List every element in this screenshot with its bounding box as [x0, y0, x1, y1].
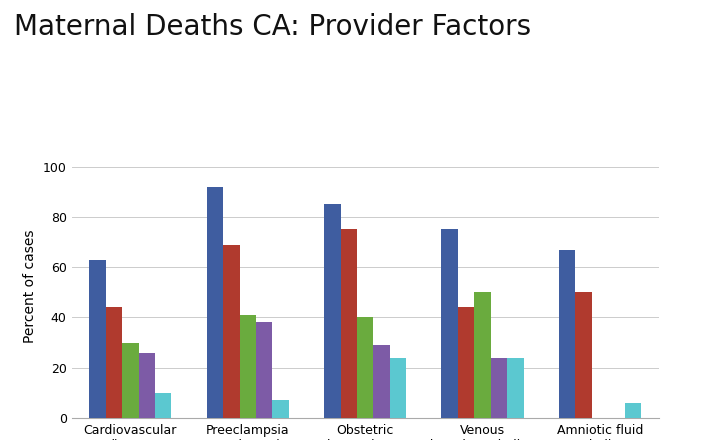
Bar [240, 315, 256, 418]
Bar [324, 204, 341, 418]
Bar [559, 249, 576, 418]
Bar [223, 245, 240, 418]
Bar [458, 308, 475, 418]
Bar [155, 393, 171, 418]
Bar [122, 343, 138, 418]
Bar [106, 308, 122, 418]
Bar [373, 345, 390, 418]
Bar [490, 358, 507, 418]
Y-axis label: Percent of cases: Percent of cases [24, 229, 37, 343]
Bar [90, 260, 106, 418]
Bar [357, 317, 373, 418]
Bar [442, 229, 458, 418]
Bar [576, 292, 592, 418]
Bar [256, 323, 272, 418]
Text: Maternal Deaths CA: Provider Factors: Maternal Deaths CA: Provider Factors [14, 13, 531, 41]
Bar [475, 292, 490, 418]
Bar [390, 358, 406, 418]
Bar [207, 187, 223, 418]
Bar [624, 403, 641, 418]
Bar [138, 352, 155, 418]
Bar [341, 229, 357, 418]
Bar [272, 400, 289, 418]
Bar [507, 358, 523, 418]
